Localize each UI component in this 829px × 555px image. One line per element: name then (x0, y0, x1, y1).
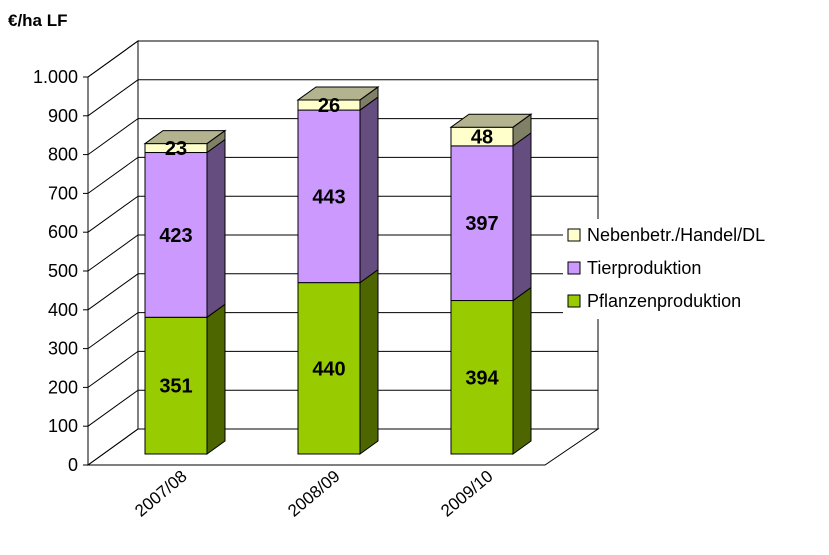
bar-front (144, 152, 208, 318)
bar-segment: 443 (297, 96, 379, 284)
data-label: 48 (471, 127, 493, 149)
bar-side (359, 96, 379, 284)
bar-segment: 440 (297, 268, 379, 455)
bar-top (296, 86, 380, 101)
bar-side (512, 286, 532, 455)
data-label: 23 (165, 138, 187, 160)
bar-front (450, 145, 514, 302)
legend: Nebenbetr./Handel/DL Tierproduktion Pflanz… (563, 219, 804, 319)
data-label: 394 (465, 367, 499, 389)
gridline (87, 234, 598, 272)
y-tick-label: 300 (48, 339, 78, 359)
y-tick-label: 500 (48, 261, 78, 281)
y-tick-label: 800 (48, 145, 78, 165)
y-tick-label: 0 (68, 455, 78, 475)
data-label: 397 (465, 213, 498, 235)
bar-segment: 397 (450, 131, 532, 302)
gridline (87, 118, 598, 156)
y-tick-label: 900 (48, 106, 78, 126)
bar-top (449, 113, 533, 128)
floor (86, 428, 600, 466)
legend-swatch (567, 228, 581, 242)
bar-side (206, 138, 226, 319)
bar-front (450, 300, 514, 455)
legend-item: Nebenbetr./Handel/DL (567, 225, 765, 245)
gridline (87, 79, 598, 117)
y-tick-label: 1.000 (33, 67, 78, 87)
y-axis-ticks: 0 100 200 300 400 500 600 700 800 900 1.000 (33, 67, 88, 475)
bar-front (144, 316, 208, 455)
y-tick-label: 700 (48, 183, 78, 203)
y-tick-label: 200 (48, 377, 78, 397)
bar-side (206, 303, 226, 455)
data-label: 26 (318, 95, 340, 117)
legend-box (563, 219, 804, 319)
x-tick-label: 2009/10 (437, 467, 496, 521)
bar-top (143, 130, 227, 145)
bar-segment: 23 (143, 129, 227, 160)
bar-front (297, 109, 361, 284)
gridline (87, 195, 598, 233)
data-label: 443 (312, 186, 345, 208)
legend-swatch (567, 294, 581, 308)
gridline (87, 389, 598, 427)
data-label: 423 (159, 225, 192, 247)
bars: 351 423 23 440 443 26 394 397 48 (143, 85, 533, 455)
bar-segment: 26 (296, 85, 380, 117)
legend-item: Pflanzenproduktion (567, 291, 741, 311)
bar-segment: 423 (144, 138, 226, 319)
gridline (87, 350, 598, 388)
unit-label: €/ha LF (8, 11, 68, 30)
y-tick-label: 400 (48, 300, 78, 320)
y-tick-label: 100 (48, 416, 78, 436)
gridline (87, 312, 598, 350)
legend-label: Pflanzenproduktion (587, 291, 741, 311)
bar-segment: 394 (450, 286, 532, 455)
bar-segment: 48 (449, 113, 533, 149)
legend-swatch (567, 261, 581, 275)
gridline (87, 156, 598, 194)
y-tick-label: 600 (48, 222, 78, 242)
x-axis-ticks: 2007/08 2008/09 2009/10 (131, 467, 496, 521)
gridline (87, 40, 598, 78)
legend-label: Nebenbetr./Handel/DL (587, 225, 765, 245)
bar-segment: 351 (144, 303, 226, 455)
bar-side (512, 131, 532, 302)
x-tick-label: 2007/08 (131, 467, 190, 521)
x-tick-label: 2008/09 (284, 467, 343, 521)
legend-item: Tierproduktion (567, 258, 701, 278)
data-label: 440 (312, 358, 345, 380)
bar-side (359, 268, 379, 455)
legend-label: Tierproduktion (587, 258, 701, 278)
data-label: 351 (159, 376, 192, 398)
gridline (87, 273, 598, 311)
